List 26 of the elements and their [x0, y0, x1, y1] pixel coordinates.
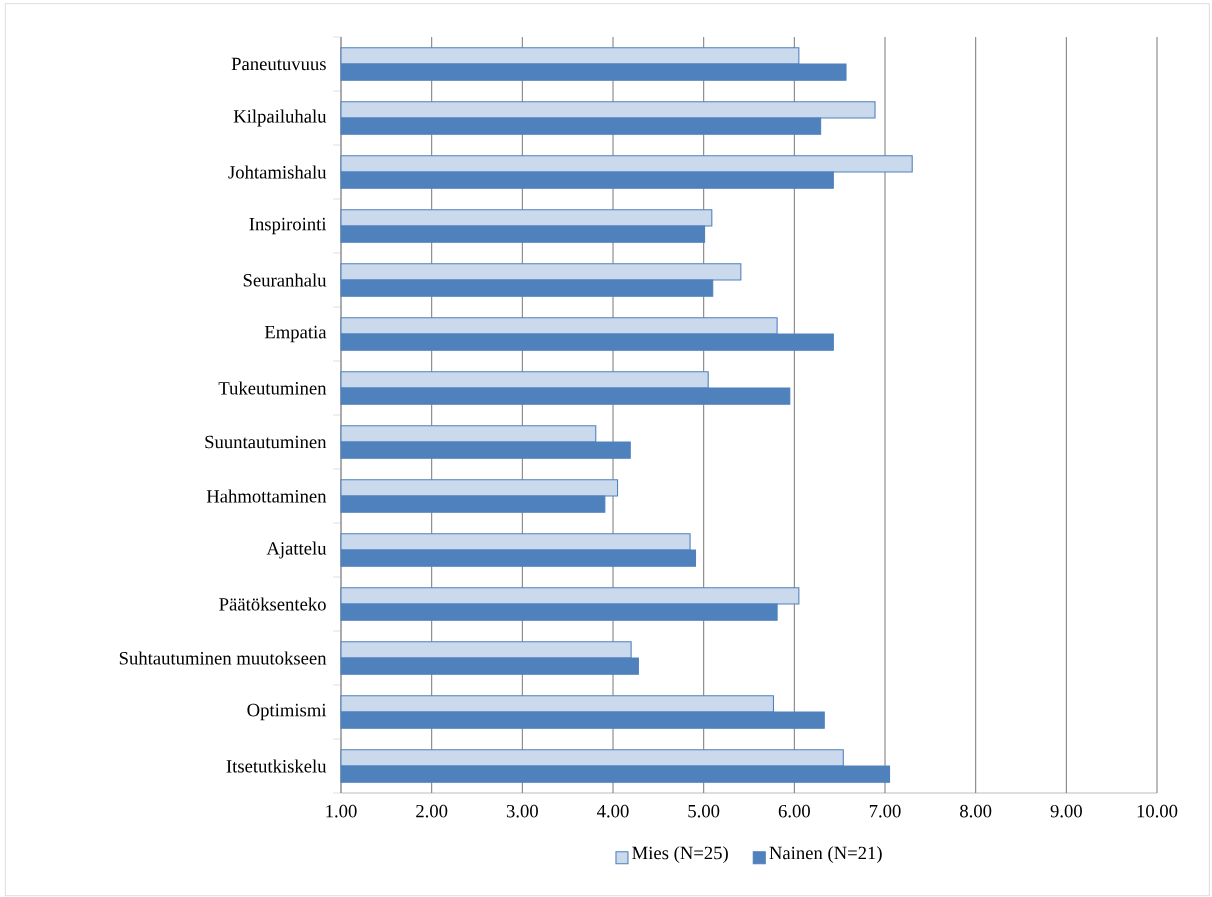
y-tick-label: Empatia	[264, 325, 327, 343]
legend-label: Nainen (N=21)	[769, 846, 882, 864]
x-tick-label: 9.00	[1050, 804, 1082, 818]
y-tick-label: Optimismi	[247, 703, 327, 721]
y-tick-label: Paneutuvuus	[231, 57, 326, 71]
x-tick-label: 10.00	[1137, 804, 1178, 818]
x-tick-label: 6.00	[778, 804, 810, 818]
x-tick-label: 5.00	[688, 804, 720, 818]
y-tick-label: Itsetutkiskelu	[226, 759, 327, 773]
x-tick-label: 7.00	[869, 804, 901, 818]
legend-label: Mies (N=25)	[632, 846, 728, 864]
y-tick-label: Hahmottaminen	[206, 489, 327, 503]
y-tick-label: Ajattelu	[266, 541, 327, 559]
y-tick-label: Päätöksenteko	[219, 597, 326, 611]
y-tick-label: Inspirointi	[249, 217, 327, 235]
y-tick-label: Seuranhalu	[243, 273, 327, 287]
y-tick-label: Suhtautuminen muutokseen	[119, 651, 327, 665]
y-tick-label: Johtamishalu	[228, 165, 327, 179]
x-tick-label: 1.00	[326, 804, 357, 818]
y-tick-label: Tukeutuminen	[218, 381, 327, 395]
y-tick-label: Kilpailuhalu	[233, 109, 327, 127]
y-tick-label: Suuntautuminen	[205, 435, 327, 449]
x-tick-label: 3.00	[506, 804, 538, 818]
x-tick-label: 4.00	[597, 804, 629, 818]
x-tick-label: 8.00	[960, 804, 992, 818]
x-tick-label: 2.00	[416, 804, 448, 818]
